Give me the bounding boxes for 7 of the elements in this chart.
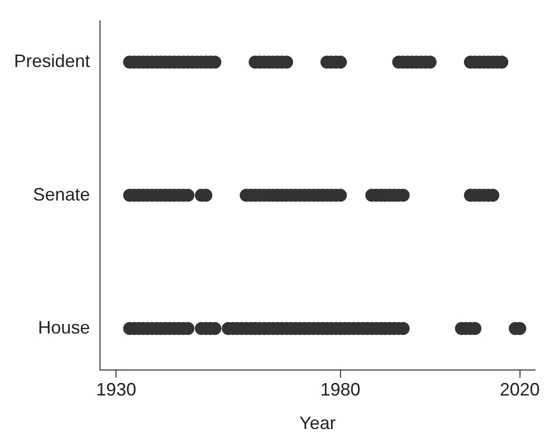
x-tick-label: 1980 xyxy=(320,380,360,400)
x-tick-label: 2020 xyxy=(500,380,540,400)
y-tick-label: Senate xyxy=(32,184,90,204)
x-axis-title: Year xyxy=(299,413,336,434)
y-tick-label: House xyxy=(38,317,90,338)
y-tick-label: President xyxy=(14,51,90,72)
x-tick-label: 1930 xyxy=(96,380,136,400)
